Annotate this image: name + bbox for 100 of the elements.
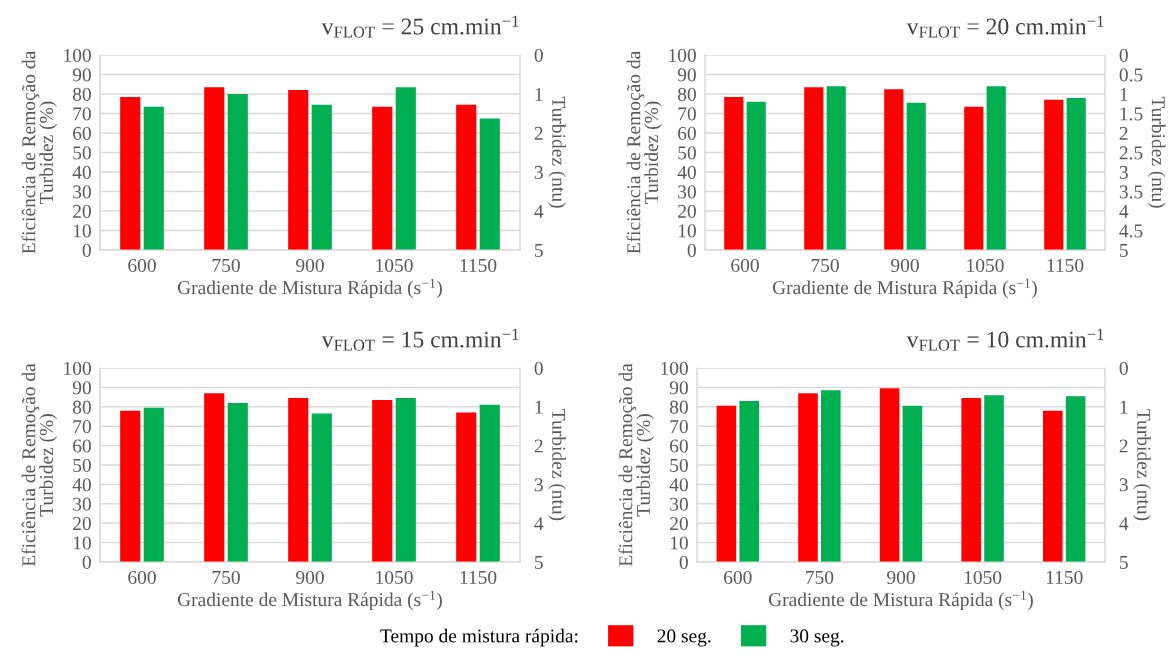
y-tick-label: 60: [678, 126, 696, 140]
y-tick-label: 80: [669, 400, 688, 414]
y-tick-label: 60: [73, 439, 91, 453]
bar: [143, 407, 164, 562]
bar: [143, 106, 164, 250]
x-tick-label: 600: [128, 570, 156, 585]
x-tick-label: 1050: [964, 570, 1002, 585]
y2-tick-label: 2: [534, 439, 543, 453]
y-tick-label: 80: [677, 87, 696, 101]
y2-tick-label: 0: [1119, 48, 1128, 62]
y2-tick-label: 0.5: [1119, 68, 1143, 82]
bar: [372, 400, 393, 562]
y-tick-label: 10: [670, 536, 688, 550]
y2-tick-label: 3: [534, 478, 543, 492]
y2-tick-label: 2: [1119, 126, 1128, 140]
y-tick-label: 10: [73, 224, 91, 238]
y2-tick-label: 4: [534, 517, 544, 530]
bar: [479, 404, 500, 562]
x-tick-label: 600: [128, 258, 156, 273]
y2-tick-label: 1: [1120, 87, 1128, 101]
bar: [311, 413, 332, 562]
x-tick-label: 1150: [460, 258, 497, 273]
y2-tick-label: 0: [534, 48, 543, 62]
y-tick-label: 90: [677, 68, 696, 82]
y2-tick-label: 0: [534, 361, 543, 375]
bar: [288, 90, 309, 250]
y-axis-title: Eficiência de Remoção da Turbidez (%): [626, 51, 662, 254]
y-axis-title: Eficiência de Remoção da Turbidez (%): [21, 363, 57, 567]
x-tick-label: 1050: [967, 258, 1004, 273]
bar: [372, 106, 393, 250]
chart-title: v$_{FLOT}$ = 25 cm.min$^{−1}$: [321, 15, 519, 38]
y2-tick-label: 2.5: [1119, 146, 1143, 160]
y2-tick-label: 1.5: [1120, 107, 1143, 121]
y2-tick-label: 3: [1119, 478, 1128, 492]
y2-tick-label: 5: [1120, 244, 1128, 257]
chart-title: v$_{FLOT}$ = 20 cm.min$^{−1}$: [906, 15, 1104, 38]
x-tick-label: 750: [212, 570, 240, 585]
bar: [879, 388, 900, 562]
y-tick-label: 90: [72, 68, 91, 82]
x-tick-label: 1150: [1047, 258, 1084, 273]
bar: [227, 94, 248, 250]
y-tick-label: 100: [64, 48, 91, 62]
y-tick-label: 10: [678, 224, 696, 238]
bar: [1042, 410, 1063, 562]
y2-axis-title: Turbidez (ntu): [1133, 409, 1151, 521]
x-tick-label: 1050: [376, 258, 413, 273]
y-tick-label: 100: [64, 361, 91, 375]
x-axis-title: Gradiente de Mistura Rápida (s$^{−1}$): [772, 278, 1037, 299]
y2-tick-label: 2: [534, 126, 543, 140]
y2-tick-label: 5: [535, 244, 543, 257]
y-tick-label: 30: [73, 185, 91, 199]
bar: [479, 118, 500, 250]
x-tick-label: 900: [296, 258, 324, 273]
bar: [798, 393, 818, 562]
bar: [204, 87, 225, 250]
bar: [395, 87, 416, 250]
y2-tick-label: 1: [535, 400, 543, 414]
chart-title: v$_{FLOT}$ = 10 cm.min$^{−1}$: [906, 328, 1104, 351]
x-tick-label: 900: [296, 570, 324, 585]
bar: [120, 410, 141, 562]
y-tick-label: 70: [678, 107, 696, 121]
y2-tick-label: 2: [1119, 439, 1128, 453]
y2-axis-title: Turbidez (ntu): [1147, 96, 1166, 208]
y2-tick-label: 5: [1120, 556, 1128, 569]
y-tick-label: 0: [687, 243, 696, 257]
y2-axis-title: Turbidez (ntu): [548, 96, 566, 208]
y-tick-label: 30: [670, 497, 688, 511]
y-tick-label: 20: [678, 204, 696, 218]
x-axis-title: Gradiente de Mistura Rápida (s$^{−1}$): [177, 590, 442, 611]
y2-tick-label: 0: [1119, 361, 1128, 375]
y-tick-label: 70: [73, 107, 91, 121]
bar: [456, 104, 477, 250]
x-tick-label: 900: [887, 570, 915, 585]
y-tick-label: 70: [670, 420, 688, 434]
y2-tick-label: 3: [1119, 165, 1128, 179]
bar: [227, 402, 248, 562]
y2-tick-label: 4: [1119, 517, 1129, 530]
x-tick-label: 1050: [376, 570, 413, 585]
chart-title: v$_{FLOT}$ = 15 cm.min$^{−1}$: [321, 328, 519, 351]
bar: [821, 390, 841, 562]
y-tick-label: 50: [670, 458, 688, 472]
x-tick-label: 600: [731, 258, 759, 273]
bar: [961, 398, 981, 562]
y-tick-label: 40: [677, 165, 696, 179]
legend-label: 20 seg.: [657, 629, 711, 647]
bar: [1065, 396, 1086, 562]
bar: [902, 405, 923, 562]
x-tick-label: 750: [212, 258, 240, 273]
y-tick-label: 80: [72, 400, 91, 414]
legend-label: 30 seg.: [790, 629, 844, 647]
y2-tick-label: 4.5: [1119, 224, 1143, 238]
y-tick-label: 0: [82, 243, 91, 257]
bar: [984, 395, 1004, 562]
y2-tick-label: 4: [534, 204, 544, 218]
y-tick-label: 40: [669, 478, 688, 492]
y-tick-label: 30: [73, 497, 91, 511]
y2-tick-label: 1: [1120, 400, 1128, 414]
y-tick-label: 90: [72, 381, 91, 395]
legend-title: Tempo de mistura rápida:: [380, 628, 578, 647]
y2-tick-label: 3: [534, 165, 543, 179]
